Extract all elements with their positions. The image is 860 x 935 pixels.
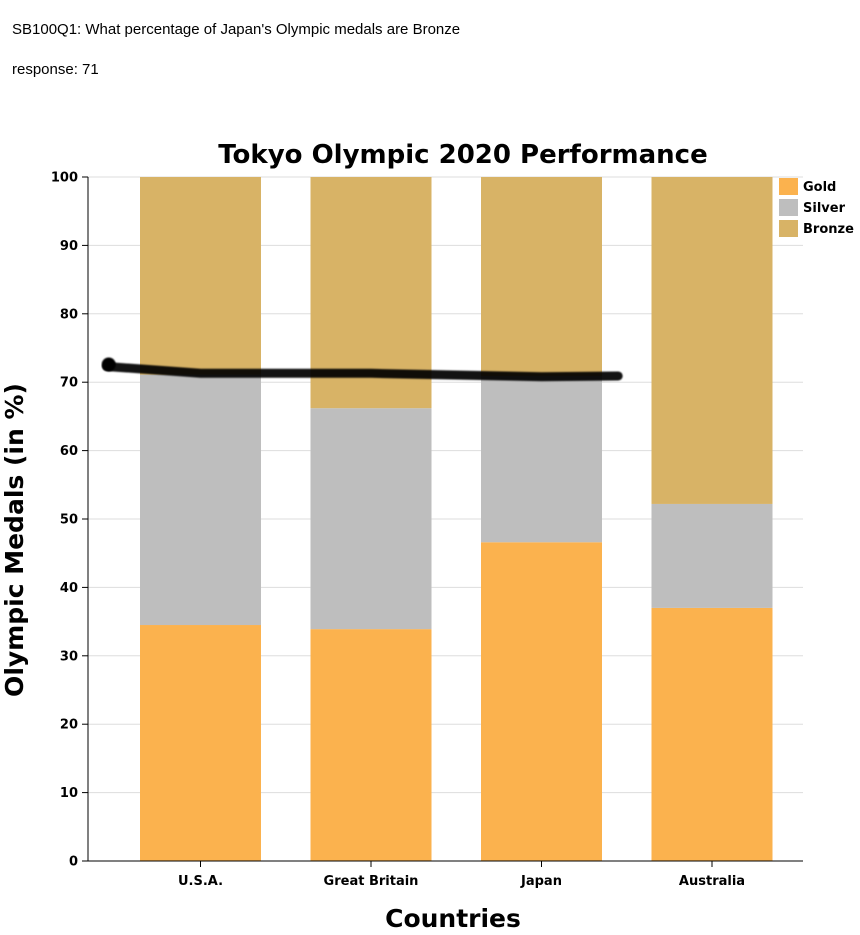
chart-title: Tokyo Olympic 2020 Performance: [218, 140, 707, 170]
legend-swatch-gold: [779, 178, 798, 195]
legend-label-bronze: Bronze: [803, 222, 854, 237]
bar-great-britain-silver: [310, 408, 432, 630]
y-tick-label-30: 30: [60, 649, 78, 664]
x-tick-label-australia: Australia: [679, 874, 745, 889]
bar-japan-silver: [481, 376, 602, 543]
annotation: [101, 357, 623, 382]
bar-u-s-a-gold: [140, 625, 261, 861]
bar-australia-bronze: [651, 177, 773, 504]
bar-u-s-a-silver: [140, 374, 261, 626]
y-tick-label-50: 50: [60, 513, 78, 528]
bar-great-britain-gold: [310, 629, 432, 861]
bar-japan-gold: [481, 542, 602, 861]
x-tick-label-great-britain: Great Britain: [324, 874, 419, 889]
y-tick-label-80: 80: [60, 307, 78, 322]
bar-japan-bronze: [481, 177, 602, 377]
y-tick-label-70: 70: [60, 376, 78, 391]
axes: 0 10 20 30 40 50 60 70 80 90 100 U.S.A. Great Britai…: [51, 171, 803, 889]
x-tick-label-japan: Japan: [520, 874, 562, 889]
legend-label-gold: Gold: [803, 180, 836, 195]
y-tick-label-100: 100: [51, 171, 78, 186]
bar-australia-gold: [651, 607, 773, 861]
annotation-stroke-start: [101, 357, 116, 372]
x-axis-title: Countries: [385, 904, 521, 933]
legend-swatch-silver: [779, 199, 798, 216]
legend: Gold Silver Bronze: [779, 178, 854, 237]
legend-swatch-bronze: [779, 220, 798, 237]
x-tick-label-u-s-a: U.S.A.: [178, 874, 223, 889]
y-tick-label-90: 90: [60, 239, 78, 254]
bar-australia-silver: [651, 503, 773, 608]
y-tick-label-40: 40: [60, 581, 78, 596]
y-tick-label-60: 60: [60, 444, 78, 459]
annotation-stroke: [102, 362, 623, 382]
question-text: SB100Q1: What percentage of Japan's Olym…: [12, 21, 461, 38]
y-tick-label-0: 0: [69, 855, 78, 870]
bar-u-s-a-bronze: [140, 177, 261, 375]
y-tick-label-20: 20: [60, 718, 78, 733]
response-text: response: 71: [12, 61, 99, 78]
y-axis-title: Olympic Medals (in %): [0, 383, 29, 697]
y-tick-label-10: 10: [60, 786, 78, 801]
bars: [140, 177, 773, 861]
legend-label-silver: Silver: [803, 201, 846, 216]
